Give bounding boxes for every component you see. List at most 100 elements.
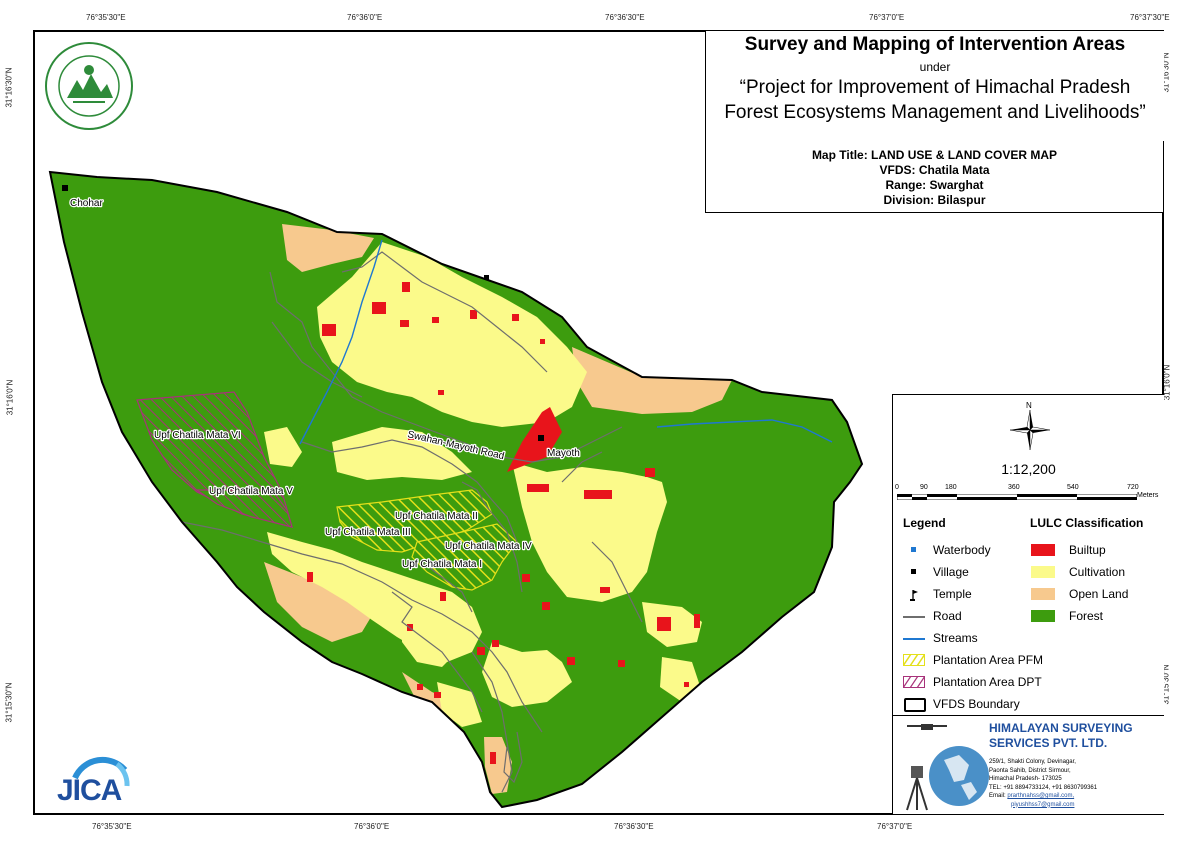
division-name: Division: Bilaspur [883, 193, 986, 207]
scale-tick-720: 720 [1127, 484, 1139, 491]
title-box: Survey and Mapping of Intervention Areas… [705, 31, 1164, 142]
north-letter: N [1026, 401, 1032, 410]
vfds-boundary-icon [904, 698, 926, 712]
address-line3: Himachal Pradesh- 173025 [989, 776, 1062, 782]
address-line2: Paonta Sahib, District Sirmour, [989, 767, 1071, 774]
legend-label-road: Road [933, 609, 962, 623]
coord-top-4: 76°37'0"E [869, 13, 905, 22]
scale-tick-540: 540 [1067, 484, 1079, 491]
village-marker-small [484, 275, 489, 280]
pfm-hatch-icon [902, 653, 926, 667]
legend-label-vfds: VFDS Boundary [933, 697, 1020, 711]
company-name: HIMALAYAN SURVEYING SERVICES PVT. LTD. [989, 721, 1133, 751]
coord-bottom-4: 76°37'0"E [877, 822, 913, 831]
lulc-map: Chohar Mayoth Swahan-Mayoth Road Upf Cha… [48, 170, 864, 809]
village-marker-mayoth [538, 435, 544, 441]
company-name-line1: HIMALAYAN SURVEYING [989, 721, 1133, 735]
waterbody-icon [911, 547, 916, 552]
vfds-name: VFDS: Chatila Mata [879, 163, 990, 177]
label-upf5: Upf Chatila Mata V [209, 486, 293, 497]
village-icon [911, 569, 916, 574]
scale-bar [897, 494, 1137, 500]
legend-box: Legend LULC Classification Waterbody Vil… [892, 505, 1164, 716]
label-chohar: Chohar [70, 198, 103, 209]
legend-item-village: Village [903, 563, 969, 581]
scale-tick-180: 180 [945, 484, 957, 491]
map-info-box: Map Title: LAND USE & LAND COVER MAP VFD… [705, 141, 1163, 213]
email-link-1[interactable]: prarthnahss@gmail.com, [1007, 793, 1075, 799]
legend-item-vfds: VFDS Boundary [903, 695, 1020, 713]
lulc-item-openland: Open Land [1031, 585, 1128, 603]
title-under: under [919, 60, 951, 74]
legend-label-waterbody: Waterbody [933, 543, 991, 557]
scale-tick-90: 90 [920, 484, 928, 491]
lulc-item-builtup: Builtup [1031, 541, 1106, 559]
range-name: Range: Swarghat [885, 178, 984, 192]
label-upf2: Upf Chatila Mata II [395, 511, 478, 522]
legend-label-temple: Temple [933, 587, 972, 601]
label-mayoth: Mayoth [547, 448, 580, 459]
road-icon [903, 616, 925, 618]
openland-swatch [1031, 588, 1055, 600]
company-tel: TEL: +91 8894733124, +91 8630799361 [989, 784, 1098, 791]
company-logo [906, 724, 989, 811]
project-line-2: Forest Ecosystems Management and Livelih… [724, 102, 1146, 123]
forest-dept-logo [45, 42, 133, 130]
legend-label-village: Village [933, 565, 969, 579]
coord-top-5: 76°37'30"E [1130, 13, 1170, 22]
legend-heading: Legend [903, 516, 946, 530]
legend-label-dpt: Plantation Area DPT [933, 675, 1042, 689]
legend-label-pfm: Plantation Area PFM [933, 653, 1044, 667]
vfds-boundary [48, 170, 864, 809]
label-upf6: Upf Chatila Mata VI [154, 430, 241, 441]
lulc-heading: LULC Classification [1030, 516, 1144, 530]
north-scale-box: N 1:12,200 0 90 180 360 540 720 Meters [892, 394, 1164, 506]
legend-item-pfm: Plantation Area PFM [902, 651, 1044, 669]
legend-item-waterbody: Waterbody [903, 541, 991, 559]
north-arrow-icon [1010, 410, 1050, 450]
label-upf1: Upf Chatila Mata I [402, 559, 482, 570]
coord-left-2: 31°16'0"N [5, 379, 15, 416]
lulc-label-forest: Forest [1069, 609, 1104, 623]
village-marker-chohar [62, 185, 68, 191]
jica-logo: JICA [55, 750, 135, 810]
label-upf3: Upf Chatila Mata III [325, 527, 411, 538]
company-name-line2: SERVICES PVT. LTD. [989, 736, 1108, 750]
coord-bottom-2: 76°36'0"E [354, 822, 390, 831]
scale-unit: Meters [1137, 492, 1159, 499]
map-title: Map Title: LAND USE & LAND COVER MAP [811, 148, 1058, 162]
legend-item-streams: Streams [903, 629, 978, 647]
email-link-2[interactable]: piyushhss7@gmail.com [1011, 801, 1075, 808]
cultivation-swatch [1031, 566, 1055, 578]
lulc-label-cultivation: Cultivation [1069, 565, 1126, 579]
jica-text: JICA [57, 774, 122, 807]
legend-item-dpt: Plantation Area DPT [902, 673, 1042, 691]
temple-icon [910, 590, 918, 601]
coord-left-3: 31°15'30"N [4, 682, 14, 723]
plantation-dpt-v [195, 489, 293, 528]
legend-label-streams: Streams [933, 631, 978, 645]
project-line-1: “Project for Improvement of Himachal Pra… [739, 77, 1131, 98]
plantation-pfm-ii-iii [336, 489, 493, 553]
legend-item-temple: Temple [903, 585, 972, 603]
legend-item-road: Road [903, 607, 962, 625]
scale-tick-360: 360 [1008, 484, 1020, 491]
scale-ratio: 1:12,200 [1001, 461, 1056, 477]
main-title: Survey and Mapping of Intervention Areas [744, 34, 1126, 55]
lulc-label-openland: Open Land [1069, 587, 1129, 601]
lulc-item-cultivation: Cultivation [1031, 563, 1125, 581]
company-box: HIMALAYAN SURVEYING SERVICES PVT. LTD. 2… [892, 716, 1164, 814]
dpt-hatch-icon [902, 675, 926, 689]
coord-left-1: 31°16'30"N [4, 67, 14, 108]
email-label: Email: [989, 793, 1006, 799]
stream-icon [903, 638, 925, 640]
coord-top-1: 76°35'30"E [86, 13, 126, 22]
lulc-label-builtup: Builtup [1069, 543, 1106, 557]
coord-top-2: 76°36'0"E [347, 13, 383, 22]
company-address: 259/1, Shakti Colony, Devinagar, Paonta … [989, 758, 1097, 809]
address-line1: 259/1, Shakti Colony, Devinagar, [989, 759, 1076, 765]
lulc-item-forest: Forest [1031, 607, 1103, 625]
coord-bottom-3: 76°36'30"E [614, 822, 654, 831]
coord-top-3: 76°36'30"E [605, 13, 645, 22]
builtup-swatch [1031, 544, 1055, 556]
